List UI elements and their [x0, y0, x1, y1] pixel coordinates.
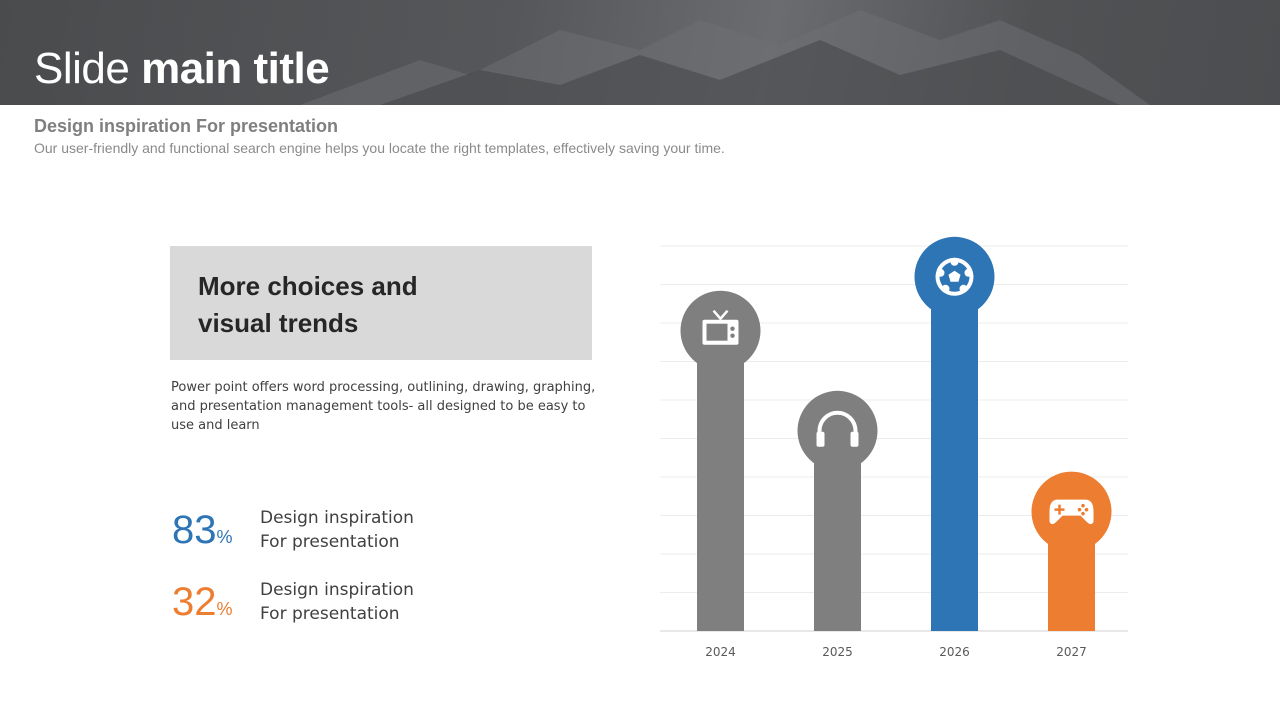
callout-line: More choices and [198, 271, 418, 301]
x-tick-label: 2027 [1056, 645, 1087, 659]
stat-item: 83% Design inspiration For presentation [172, 508, 414, 559]
stat-value: 32% [172, 580, 233, 624]
mountain-background [300, 10, 1150, 105]
stat-label: Design inspiration For presentation [260, 508, 414, 552]
x-tick-label: 2026 [939, 645, 970, 659]
stat-value: 83% [172, 508, 233, 552]
subtitle-heading: Design inspiration For presentation [34, 116, 339, 136]
slide-title: Slide main title [34, 44, 330, 93]
headphones-icon [816, 410, 859, 447]
x-tick-label: 2024 [705, 645, 736, 659]
gamepad-icon [1049, 499, 1094, 525]
stat-label: Design inspiration For presentation [260, 580, 414, 624]
callout-line: visual trends [198, 308, 359, 338]
stat-item: 32% Design inspiration For presentation [172, 580, 414, 631]
subtitle-text: Our user-friendly and functional search … [34, 140, 725, 156]
bar-2024 [697, 330, 744, 631]
header-banner: Slide main title [0, 0, 1280, 105]
tv-icon [702, 309, 739, 345]
body-paragraph: Power point offers word processing, outl… [171, 380, 596, 433]
soccer-ball-icon [935, 257, 974, 296]
bar-cap-2025 [797, 390, 878, 471]
bar-2026 [931, 276, 978, 631]
callout-box: More choices and visual trends [170, 246, 592, 360]
x-tick-label: 2025 [822, 645, 853, 659]
